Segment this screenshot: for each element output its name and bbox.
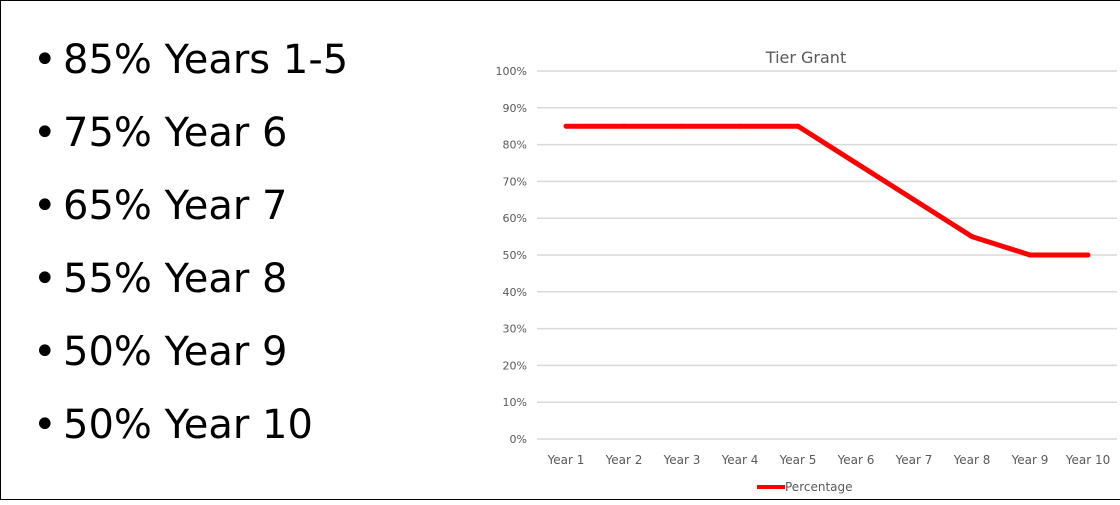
y-tick-label: 40%: [503, 286, 527, 299]
bullet-item: • 55% Year 8: [33, 250, 348, 323]
x-tick-label: Year 8: [953, 453, 991, 467]
x-axis-ticks: Year 1 Year 2 Year 3 Year 4 Year 5 Year 6 Year…: [547, 453, 1111, 467]
series-lines: [563, 123, 1091, 258]
bullet-item: • 65% Year 7: [33, 177, 348, 250]
bullet-dot: •: [33, 402, 57, 448]
bullet-list: • 85% Years 1-5 • 75% Year 6 • 65% Year 7 •…: [33, 31, 348, 469]
legend-label: Percentage: [785, 480, 853, 494]
bullet-text: 65% Year 7: [63, 183, 288, 229]
bullet-item: • 50% Year 9: [33, 323, 348, 396]
bullet-item: • 75% Year 6: [33, 104, 348, 177]
legend: Percentage: [757, 480, 853, 494]
y-tick-label: 100%: [496, 65, 527, 78]
x-tick-label: Year 5: [779, 453, 817, 467]
data-point: [679, 123, 685, 129]
chart-title: Tier Grant: [765, 48, 846, 67]
data-point: [621, 123, 627, 129]
bullet-item: • 85% Years 1-5: [33, 31, 348, 104]
data-point: [1027, 252, 1033, 258]
x-tick-label: Year 4: [721, 453, 759, 467]
series-line: [566, 123, 1088, 258]
data-point: [563, 123, 569, 129]
y-tick-label: 0%: [510, 433, 527, 446]
x-tick-label: Year 9: [1011, 453, 1049, 467]
x-tick-label: Year 3: [663, 453, 701, 467]
y-tick-label: 80%: [503, 139, 527, 152]
x-tick-label: Year 2: [605, 453, 643, 467]
bullet-text: 50% Year 9: [63, 329, 288, 375]
bullet-dot: •: [33, 37, 57, 83]
bullet-text: 85% Years 1-5: [63, 37, 349, 83]
bullet-dot: •: [33, 256, 57, 302]
data-point: [795, 123, 801, 129]
data-point: [969, 234, 975, 240]
x-tick-label: Year 7: [895, 453, 933, 467]
bullet-item: • 50% Year 10: [33, 396, 348, 469]
y-axis-ticks: 0% 10% 20% 30% 40% 50% 60% 70% 80% 90% 100%: [496, 65, 527, 446]
bullet-dot: •: [33, 183, 57, 229]
data-point: [853, 160, 859, 166]
y-tick-label: 50%: [503, 249, 527, 262]
data-point: [911, 197, 917, 203]
x-tick-label: Year 6: [837, 453, 875, 467]
y-tick-label: 60%: [503, 212, 527, 225]
data-point: [737, 123, 743, 129]
bullet-text: 50% Year 10: [63, 402, 313, 448]
bullet-dot: •: [33, 329, 57, 375]
bullet-text: 75% Year 6: [63, 110, 288, 156]
y-tick-label: 70%: [503, 175, 527, 188]
y-tick-label: 30%: [503, 323, 527, 336]
data-point: [1085, 252, 1091, 258]
bullet-dot: •: [33, 110, 57, 156]
x-tick-label: Year 1: [547, 453, 585, 467]
y-tick-label: 10%: [503, 396, 527, 409]
chart-container: Tier Grant 0% 10% 20% 30% 40% 50% 60% 70% 80% 90%…: [441, 31, 1120, 501]
line-chart: Tier Grant 0% 10% 20% 30% 40% 50% 60% 70% 80% 90%…: [496, 48, 1117, 494]
y-tick-label: 20%: [503, 359, 527, 372]
x-tick-label: Year 10: [1065, 453, 1111, 467]
y-tick-label: 90%: [503, 102, 527, 115]
bullet-text: 55% Year 8: [63, 256, 288, 302]
